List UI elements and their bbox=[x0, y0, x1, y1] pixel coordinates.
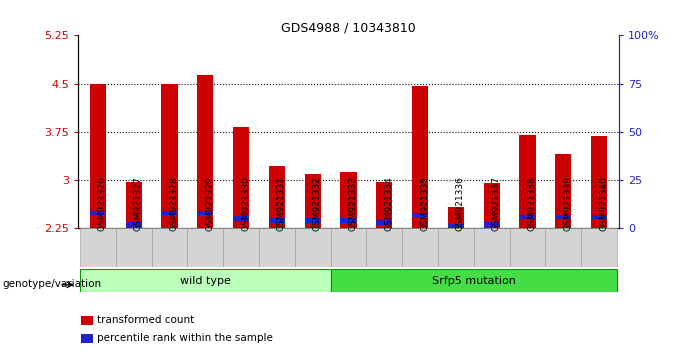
Text: GSM921340: GSM921340 bbox=[599, 177, 608, 232]
Text: GSM921327: GSM921327 bbox=[134, 177, 143, 232]
Bar bbox=[305, 174, 321, 228]
Text: transformed count: transformed count bbox=[97, 315, 194, 325]
Bar bbox=[448, 207, 464, 228]
Text: GSM921338: GSM921338 bbox=[528, 177, 537, 232]
Bar bbox=[376, 220, 392, 225]
Bar bbox=[402, 228, 438, 267]
Bar bbox=[591, 215, 607, 219]
Bar bbox=[545, 228, 581, 267]
Bar bbox=[126, 182, 141, 228]
Text: GSM921337: GSM921337 bbox=[492, 177, 500, 232]
Bar bbox=[581, 228, 617, 267]
Bar bbox=[223, 228, 259, 267]
Bar bbox=[483, 183, 500, 228]
Bar bbox=[520, 135, 536, 228]
Bar bbox=[126, 222, 141, 227]
Bar bbox=[80, 228, 116, 267]
Bar bbox=[116, 228, 152, 267]
Bar bbox=[90, 84, 106, 228]
Bar bbox=[161, 84, 177, 228]
Bar bbox=[376, 182, 392, 228]
Title: GDS4988 / 10343810: GDS4988 / 10343810 bbox=[281, 21, 416, 34]
Bar bbox=[233, 127, 249, 228]
Bar bbox=[591, 136, 607, 228]
Bar bbox=[81, 333, 92, 343]
Bar bbox=[367, 228, 402, 267]
Text: GSM921330: GSM921330 bbox=[241, 177, 250, 232]
Text: GSM921331: GSM921331 bbox=[277, 177, 286, 232]
Bar bbox=[341, 172, 356, 228]
Bar bbox=[483, 222, 500, 227]
Bar bbox=[295, 228, 330, 267]
Bar bbox=[90, 211, 106, 215]
Bar bbox=[305, 218, 321, 223]
Text: Srfp5 mutation: Srfp5 mutation bbox=[432, 275, 515, 286]
Bar bbox=[197, 211, 214, 215]
Bar bbox=[330, 228, 367, 267]
Text: GSM921329: GSM921329 bbox=[205, 177, 214, 232]
Bar bbox=[448, 224, 464, 229]
Bar bbox=[259, 228, 295, 267]
Text: GSM921332: GSM921332 bbox=[313, 177, 322, 232]
Text: GSM921339: GSM921339 bbox=[563, 177, 573, 232]
Text: GSM921335: GSM921335 bbox=[420, 177, 429, 232]
Bar bbox=[330, 269, 617, 292]
Bar bbox=[341, 218, 356, 223]
Bar bbox=[474, 228, 509, 267]
Text: GSM921334: GSM921334 bbox=[384, 177, 393, 232]
Bar bbox=[197, 75, 214, 228]
Bar bbox=[188, 228, 223, 267]
Bar bbox=[269, 218, 285, 223]
Bar bbox=[161, 211, 177, 215]
Bar bbox=[80, 269, 330, 292]
Text: GSM921336: GSM921336 bbox=[456, 177, 465, 232]
Bar bbox=[520, 215, 536, 219]
Bar bbox=[412, 86, 428, 228]
Bar bbox=[233, 216, 249, 221]
Text: GSM921328: GSM921328 bbox=[169, 177, 178, 232]
Bar bbox=[556, 215, 571, 219]
Text: wild type: wild type bbox=[180, 275, 231, 286]
Text: GSM921333: GSM921333 bbox=[348, 177, 358, 232]
Text: GSM921326: GSM921326 bbox=[98, 177, 107, 232]
Bar bbox=[556, 154, 571, 228]
Bar bbox=[152, 228, 188, 267]
Bar bbox=[412, 212, 428, 217]
Bar bbox=[509, 228, 545, 267]
Bar bbox=[438, 228, 474, 267]
Text: percentile rank within the sample: percentile rank within the sample bbox=[97, 333, 273, 343]
Bar bbox=[81, 316, 92, 325]
Bar bbox=[269, 166, 285, 228]
Text: genotype/variation: genotype/variation bbox=[2, 279, 101, 289]
